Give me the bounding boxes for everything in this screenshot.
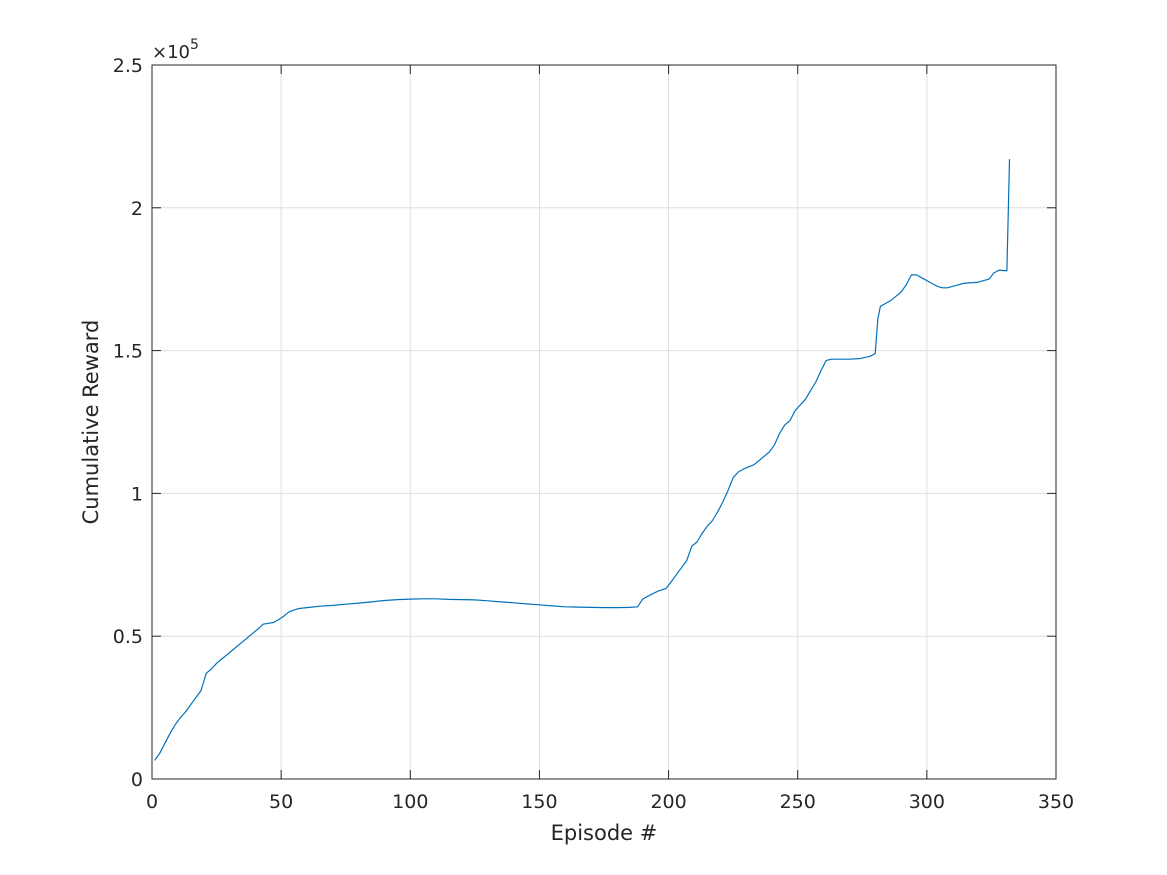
y-tick-label: 0.5 [113,626,143,648]
x-tick-label: 50 [269,791,293,813]
x-tick-label: 300 [909,791,945,813]
x-tick-label: 250 [780,791,816,813]
x-tick-label: 350 [1038,791,1074,813]
y-exponent-base: ×10 [152,42,190,63]
x-tick-label: 100 [392,791,428,813]
x-tick-labels: 0 50 100 150 200 250 300 350 [146,791,1074,813]
y-axis-label: Cumulative Reward [79,320,103,525]
y-exponent-power: 5 [190,37,199,53]
y-tick-label: 2.5 [113,55,143,77]
y-tick-labels: 0 0.5 1 1.5 2 2.5 [113,55,143,791]
series-line-cumulative-reward [154,159,1011,761]
plot-background [152,65,1056,779]
y-tick-label: 1.5 [113,341,143,363]
y-exponent-label: ×105 [152,37,199,63]
y-tick-label: 2 [131,198,143,220]
grid-lines [152,65,1056,779]
y-tick-label: 1 [131,483,143,505]
y-tick-label: 0 [131,769,143,791]
series-layer [154,159,1011,761]
x-tick-label: 150 [521,791,557,813]
x-tick-label: 0 [146,791,158,813]
tick-marks [151,64,1057,780]
x-tick-label: 200 [650,791,686,813]
x-axis-label: Episode # [551,821,658,845]
plot-frame [151,64,1057,780]
